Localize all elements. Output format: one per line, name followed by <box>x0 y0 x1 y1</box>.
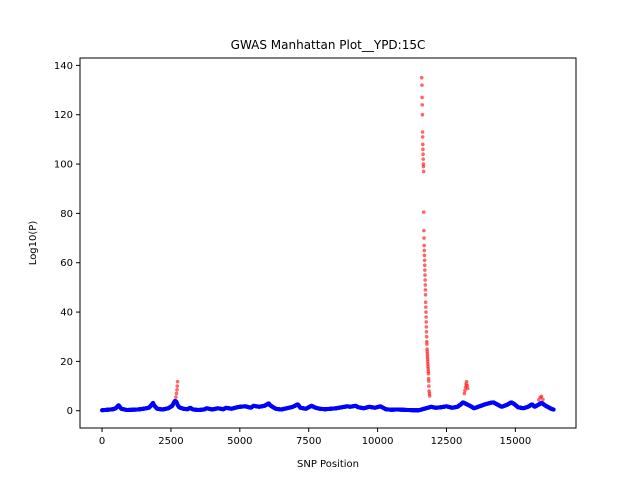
snp-point-significant <box>420 112 425 117</box>
snp-point-significant <box>421 152 425 156</box>
y-tick-label: 120 <box>54 110 73 121</box>
snp-point-significant <box>421 147 425 152</box>
y-axis-title: Log10(P) <box>28 221 39 266</box>
y-tick-label: 80 <box>60 209 73 220</box>
y-tick-label: 20 <box>60 357 73 368</box>
snp-point-significant <box>465 386 470 391</box>
snp-point-significant <box>420 135 425 139</box>
x-axis: 0 2500 5000 7500 10000 12500 15000 <box>99 428 531 447</box>
snp-point-significant <box>419 75 424 80</box>
snp-point-significant <box>422 263 427 268</box>
snp-point-significant <box>423 273 427 277</box>
snp-point-significant <box>424 325 429 329</box>
snp-point-significant <box>423 300 428 305</box>
snp-point-significant <box>422 243 426 248</box>
snp-point-significant <box>423 283 428 287</box>
x-tick-label: 7500 <box>296 436 321 447</box>
chart-title: GWAS Manhattan Plot__YPD:15C <box>231 38 426 52</box>
snp-point-significant <box>463 388 467 393</box>
snp-point-significant <box>422 228 426 233</box>
snp-point-significant <box>424 330 429 334</box>
snp-point-significant <box>424 315 428 319</box>
y-axis: 0 20 40 60 80 100 120 140 <box>54 61 80 417</box>
x-tick-label: 12500 <box>431 436 463 447</box>
snp-point-significant <box>427 394 432 398</box>
snp-point-significant <box>421 210 426 214</box>
snp-point-significant <box>424 320 429 324</box>
y-tick-label: 100 <box>54 160 73 171</box>
y-tick-label: 40 <box>60 308 73 319</box>
snp-point-significant <box>175 387 179 392</box>
snp-point-significant <box>464 379 469 384</box>
x-tick-label: 2500 <box>158 436 183 447</box>
snp-point-significant <box>421 169 426 174</box>
snp-point-significant <box>541 397 545 402</box>
snp-point-significant <box>539 394 544 399</box>
snp-point-significant <box>423 268 427 272</box>
snp-point-significant <box>423 278 427 282</box>
snp-point-significant <box>422 236 426 240</box>
snp-point-significant <box>420 95 424 100</box>
snp-point-significant <box>424 305 428 309</box>
snp-point-significant <box>423 293 428 297</box>
snp-point-significant <box>427 384 431 388</box>
snp-point-background <box>551 407 556 412</box>
snp-point-significant <box>175 379 180 384</box>
snp-point-significant <box>421 164 426 169</box>
y-tick-label: 140 <box>54 61 73 72</box>
snp-point-significant <box>420 103 425 107</box>
snp-point-significant <box>422 248 427 253</box>
snp-point-significant <box>420 142 425 147</box>
snp-point-significant <box>422 258 427 263</box>
snp-point-significant <box>174 391 179 396</box>
snp-point-significant <box>175 384 180 388</box>
snp-point-significant <box>425 342 429 346</box>
snp-point-significant <box>426 379 431 383</box>
y-tick-label: 0 <box>67 406 73 417</box>
snp-point-significant <box>420 130 425 134</box>
x-tick-label: 15000 <box>499 436 531 447</box>
points-layer <box>100 75 556 413</box>
snp-point-significant <box>420 83 424 87</box>
snp-point-significant <box>462 391 467 396</box>
snp-point-significant <box>421 157 426 161</box>
snp-point-significant <box>426 371 431 376</box>
snp-point-significant <box>465 383 469 388</box>
snp-point-significant <box>424 334 429 339</box>
x-tick-label: 0 <box>99 436 105 447</box>
snp-point-significant <box>424 310 428 314</box>
y-tick-label: 60 <box>60 258 73 269</box>
x-tick-label: 10000 <box>362 436 394 447</box>
plot-frame <box>79 57 577 429</box>
snp-point-significant <box>423 288 428 292</box>
snp-point-significant <box>422 253 427 258</box>
x-tick-label: 5000 <box>227 436 252 447</box>
x-axis-title: SNP Position <box>297 459 359 470</box>
snp-point-significant <box>174 395 178 399</box>
